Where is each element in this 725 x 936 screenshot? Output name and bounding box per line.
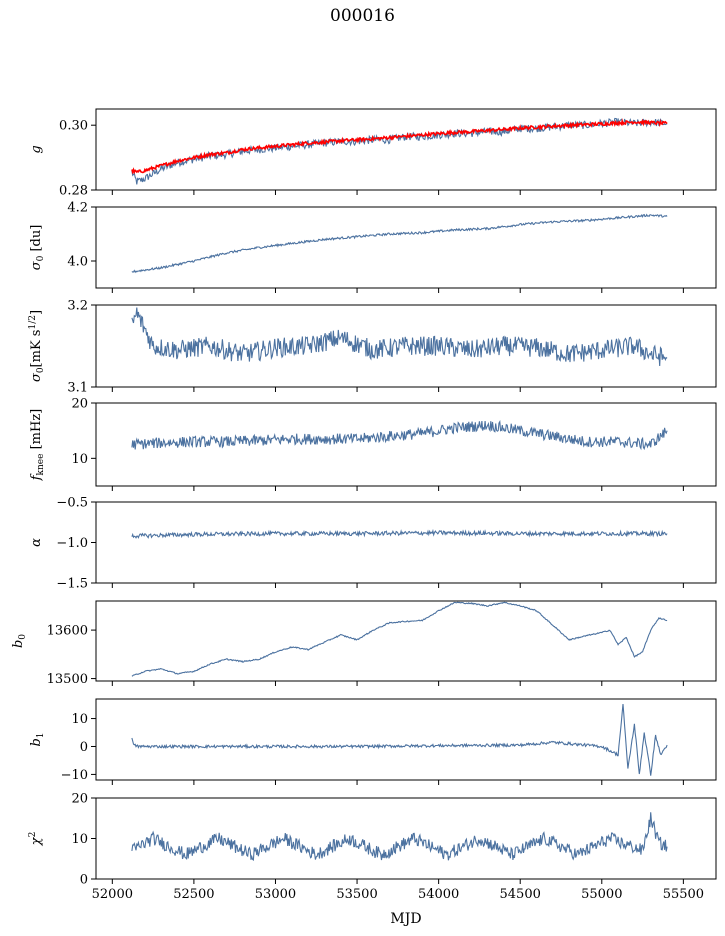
x-tick-label-55000: 55000 [581, 887, 622, 902]
panel-fknee-mhz: 10 20 fknee [mHz] [29, 397, 717, 491]
panel-g: 0.28 0.30 g [29, 108, 717, 199]
y-tick-label-panel-0: −1.5 [56, 577, 88, 592]
series-line-b1-0 [131, 704, 668, 776]
y-tick-label-b0-0: 13500 [47, 672, 88, 687]
series-line-2-0 [131, 812, 668, 862]
y-axis-label-b1: b1 [29, 732, 46, 746]
series-line-0-du-0 [131, 213, 668, 274]
series-line-0-mk-s-1-2-0 [131, 307, 668, 367]
panel-b1: −10 0 10 b1 [29, 698, 717, 785]
series-line-panel-0 [131, 528, 668, 539]
panels-group: 0.28 0.30 g 4.0 4.2 σ0 [du] 3.1 3.2 σ0[mK s1/2] 1… [11, 108, 717, 902]
x-tick-label-55500: 55500 [663, 887, 704, 902]
series-line-g-1 [131, 118, 668, 175]
y-tick-label-fknee-mhz-0: 10 [71, 452, 88, 467]
y-axis-label-panel: α [29, 538, 44, 547]
y-tick-label-panel-2: −0.5 [56, 496, 88, 511]
series-line-b0-0 [131, 601, 668, 677]
panel-panel: −1.5 −1.0 −0.5 α [29, 496, 717, 592]
y-tick-label-fknee-mhz-1: 20 [71, 397, 88, 412]
x-tick-label-52500: 52500 [173, 887, 214, 902]
x-tick-label-53000: 53000 [255, 887, 296, 902]
y-tick-label-panel-1: −1.0 [56, 536, 88, 551]
y-tick-label-0-mk-s-1-2-1: 3.2 [67, 299, 88, 314]
axes-frame-2 [95, 797, 717, 880]
figure-title: 000016 [330, 6, 395, 26]
y-tick-label-2-2: 20 [71, 792, 88, 807]
y-tick-label-g-1: 0.30 [59, 119, 88, 134]
y-tick-label-g-0: 0.28 [59, 184, 88, 199]
x-tick-label-52000: 52000 [92, 887, 133, 902]
panel-b0: 13500 13600 b0 [11, 600, 717, 687]
axes-frame-b1 [95, 698, 717, 781]
y-tick-label-b1-2: 10 [71, 712, 88, 727]
axes-frame-fknee-mhz [95, 402, 717, 487]
axes-frame-0-mk-s-1-2 [95, 304, 717, 388]
series-line-fknee-mhz-0 [131, 419, 668, 451]
y-tick-label-b0-1: 13600 [47, 624, 88, 639]
y-tick-label-2-0: 0 [80, 873, 88, 888]
panel-0-du: 4.0 4.2 σ0 [du] [29, 201, 717, 293]
panel-2: 52000 52500 53000 53500 54000 54500 55000 55500… [28, 792, 717, 902]
y-axis-label-fknee-mhz: fknee [mHz] [29, 409, 46, 482]
y-tick-label-2-1: 10 [71, 832, 88, 847]
y-axis-label-2: χ2 [28, 832, 44, 847]
y-tick-label-0-du-0: 4.0 [67, 255, 88, 270]
series-line-g-0 [131, 117, 668, 185]
axes-frame-panel [95, 501, 717, 584]
panel-0-mk-s-1-2: 3.1 3.2 σ0[mK s1/2] [28, 299, 717, 396]
y-tick-label-b1-0: −10 [61, 768, 88, 783]
y-tick-label-0-mk-s-1-2-0: 3.1 [67, 381, 88, 396]
x-tick-label-53500: 53500 [336, 887, 377, 902]
axes-frame-b0 [95, 600, 717, 682]
x-tick-label-54500: 54500 [500, 887, 541, 902]
y-axis-label-0-du: σ0 [du] [29, 225, 46, 271]
axes-frame-0-du [95, 206, 717, 289]
y-tick-label-b1-1: 0 [80, 740, 88, 755]
y-axis-label-b0: b0 [11, 634, 28, 648]
y-axis-label-g: g [29, 145, 44, 153]
y-tick-label-0-du-1: 4.2 [67, 201, 88, 216]
y-axis-label-0-mk-s-1-2: σ0[mK s1/2] [28, 310, 46, 382]
x-axis-label: MJD [390, 911, 421, 927]
x-tick-label-54000: 54000 [418, 887, 459, 902]
axes-frame-g [95, 108, 717, 191]
